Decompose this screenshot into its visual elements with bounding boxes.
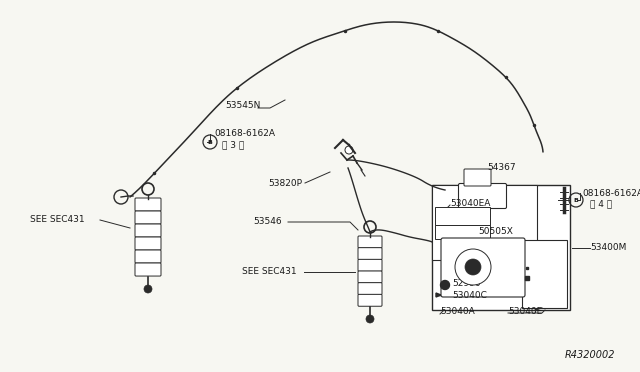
FancyBboxPatch shape: [464, 169, 491, 186]
Circle shape: [144, 285, 152, 293]
FancyBboxPatch shape: [135, 211, 161, 224]
Circle shape: [345, 146, 353, 154]
FancyBboxPatch shape: [358, 236, 382, 248]
Text: B: B: [573, 198, 579, 202]
FancyBboxPatch shape: [135, 237, 161, 250]
Circle shape: [440, 280, 449, 289]
Circle shape: [366, 315, 374, 323]
Bar: [435, 207, 490, 225]
Text: 53820P: 53820P: [268, 179, 302, 187]
Bar: [432, 185, 570, 310]
Text: SEE SEC431: SEE SEC431: [30, 215, 84, 224]
Bar: [522, 240, 567, 308]
Text: 53040A: 53040A: [440, 308, 475, 317]
Text: 50505X: 50505X: [478, 228, 513, 237]
Text: 53040C: 53040C: [452, 291, 487, 299]
Text: （ 3 ）: （ 3 ）: [222, 141, 244, 150]
Text: 53546: 53546: [253, 218, 282, 227]
Text: 52990: 52990: [452, 279, 481, 289]
Circle shape: [465, 259, 481, 275]
Text: （ 4 ）: （ 4 ）: [590, 199, 612, 208]
Text: 53040E: 53040E: [508, 308, 542, 317]
FancyBboxPatch shape: [458, 183, 506, 208]
FancyBboxPatch shape: [358, 283, 382, 295]
FancyBboxPatch shape: [358, 294, 382, 306]
Text: B: B: [207, 140, 212, 144]
FancyBboxPatch shape: [135, 250, 161, 263]
Text: 08168-6162A: 08168-6162A: [214, 129, 275, 138]
Text: 08168-6162A: 08168-6162A: [582, 189, 640, 198]
Bar: [435, 225, 490, 239]
Text: 54367: 54367: [487, 164, 516, 173]
FancyBboxPatch shape: [358, 248, 382, 260]
Polygon shape: [436, 293, 441, 297]
Text: 53545N: 53545N: [225, 100, 260, 109]
FancyBboxPatch shape: [135, 263, 161, 276]
Text: SEE SEC431: SEE SEC431: [242, 267, 296, 276]
FancyBboxPatch shape: [135, 224, 161, 237]
FancyBboxPatch shape: [358, 271, 382, 283]
Text: 53400M: 53400M: [590, 244, 627, 253]
FancyBboxPatch shape: [358, 259, 382, 271]
Bar: [432, 185, 537, 260]
Circle shape: [455, 249, 491, 285]
FancyBboxPatch shape: [441, 238, 525, 297]
Text: 53040EA: 53040EA: [450, 199, 490, 208]
Text: R4320002: R4320002: [564, 350, 615, 360]
FancyBboxPatch shape: [135, 198, 161, 211]
